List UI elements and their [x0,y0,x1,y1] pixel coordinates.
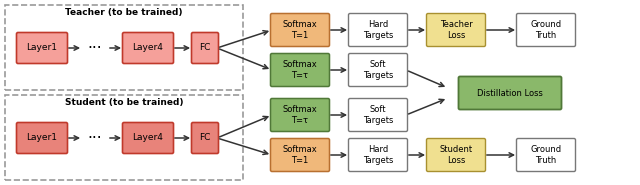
Text: FC: FC [199,134,211,142]
Text: Softmax
T=1: Softmax T=1 [283,145,317,165]
FancyBboxPatch shape [191,122,218,154]
FancyBboxPatch shape [426,139,486,171]
Text: Layer1: Layer1 [26,43,58,53]
Text: Teacher (to be trained): Teacher (to be trained) [65,9,183,18]
FancyBboxPatch shape [17,122,67,154]
Text: Soft
Targets: Soft Targets [363,60,393,80]
Text: Ground
Truth: Ground Truth [531,145,561,165]
Text: Softmax
T=τ: Softmax T=τ [283,60,317,80]
Text: ···: ··· [88,130,102,145]
FancyBboxPatch shape [349,139,408,171]
FancyBboxPatch shape [271,139,330,171]
FancyBboxPatch shape [516,14,575,46]
FancyBboxPatch shape [516,139,575,171]
Bar [5,95,243,180]
FancyBboxPatch shape [349,14,408,46]
Text: Student (to be trained): Student (to be trained) [65,98,183,107]
FancyBboxPatch shape [17,33,67,63]
Text: Layer4: Layer4 [132,134,163,142]
FancyBboxPatch shape [458,77,561,110]
FancyBboxPatch shape [122,33,173,63]
FancyBboxPatch shape [349,53,408,87]
Text: Layer1: Layer1 [26,134,58,142]
Text: ···: ··· [88,41,102,56]
Text: Layer4: Layer4 [132,43,163,53]
Text: Ground
Truth: Ground Truth [531,20,561,40]
Text: Softmax
T=τ: Softmax T=τ [283,105,317,125]
FancyBboxPatch shape [271,14,330,46]
FancyBboxPatch shape [271,98,330,132]
FancyBboxPatch shape [271,53,330,87]
Text: FC: FC [199,43,211,53]
Text: Soft
Targets: Soft Targets [363,105,393,125]
Text: Softmax
T=1: Softmax T=1 [283,20,317,40]
Text: Student
Loss: Student Loss [440,145,472,165]
FancyBboxPatch shape [191,33,218,63]
Text: Distillation Loss: Distillation Loss [477,88,543,97]
FancyBboxPatch shape [426,14,486,46]
FancyBboxPatch shape [122,122,173,154]
FancyBboxPatch shape [349,98,408,132]
Text: Hard
Targets: Hard Targets [363,145,393,165]
Text: Hard
Targets: Hard Targets [363,20,393,40]
Bar [5,5,243,90]
Text: Teacher
Loss: Teacher Loss [440,20,472,40]
